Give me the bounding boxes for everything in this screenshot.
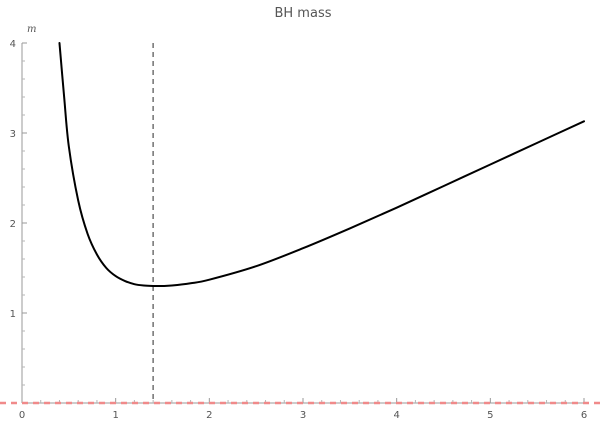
- x-tick-label: 3: [300, 410, 306, 421]
- y-axis-label: m: [27, 24, 36, 35]
- x-tick-label: 1: [112, 410, 118, 421]
- reference-lines: [0, 43, 604, 405]
- y-tick-label: 2: [10, 219, 16, 230]
- y-tick-label: 3: [10, 129, 16, 140]
- y-tick-label: 1: [10, 309, 16, 320]
- x-tick-label: 6: [581, 410, 587, 421]
- y-tick-label: 4: [10, 39, 16, 50]
- x-tick-label: 2: [206, 410, 212, 421]
- series-layer: [58, 42, 585, 288]
- y-ticks: 1 2 3 4: [10, 39, 27, 320]
- series-line: [58, 42, 585, 288]
- x-ticks: 0 1 2 3 4 5 6: [19, 398, 587, 421]
- x-tick-label: 5: [487, 410, 493, 421]
- x-tick-label: 0: [19, 410, 25, 421]
- minor-ticks: [22, 60, 566, 403]
- x-tick-label: 4: [393, 410, 399, 421]
- chart-title: BH mass: [274, 6, 331, 21]
